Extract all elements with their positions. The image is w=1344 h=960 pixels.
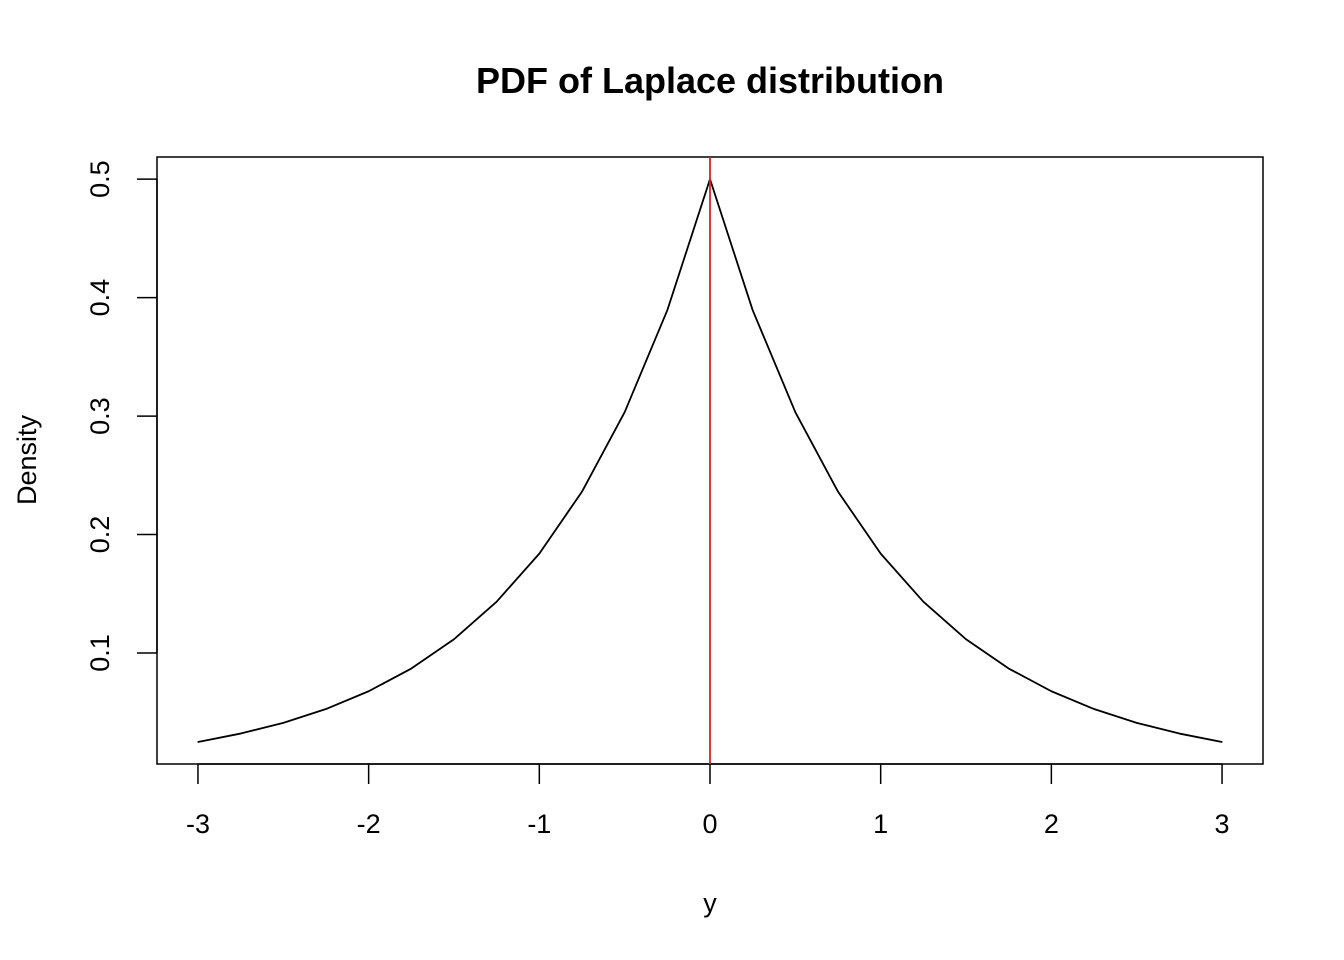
- x-tick-label: 1: [873, 809, 888, 839]
- y-tick-label: 0.1: [85, 634, 115, 672]
- data-point: [624, 411, 626, 413]
- y-axis-label: Density: [12, 414, 42, 505]
- data-point: [752, 309, 754, 311]
- x-tick-label: -2: [357, 809, 381, 839]
- data-point: [581, 491, 583, 493]
- x-tick-label: 3: [1215, 809, 1230, 839]
- data-point: [538, 553, 540, 555]
- x-tick-label: 2: [1044, 809, 1059, 839]
- data-point: [368, 690, 370, 692]
- data-point: [837, 491, 839, 493]
- data-point: [453, 638, 455, 640]
- data-point: [197, 741, 199, 743]
- y-tick-label: 0.4: [85, 279, 115, 317]
- x-axis-label: y: [703, 888, 717, 918]
- y-tick-label: 0.3: [85, 397, 115, 435]
- x-tick-label: -3: [186, 809, 210, 839]
- data-point: [1008, 667, 1010, 670]
- x-tick-label: -1: [527, 809, 551, 839]
- data-point: [325, 708, 327, 710]
- data-point: [666, 309, 668, 311]
- y-axis: 0.1 0.2 0.3 0.4 0.5: [85, 160, 158, 672]
- x-tick-label: 0: [702, 809, 717, 839]
- data-point: [922, 601, 924, 603]
- data-point: [880, 553, 882, 555]
- y-tick-label: 0.2: [85, 516, 115, 554]
- data-point: [282, 722, 284, 724]
- y-tick-label: 0.5: [85, 160, 115, 198]
- data-point: [1178, 732, 1180, 735]
- data-point: [1093, 708, 1095, 710]
- data-point: [965, 638, 967, 640]
- data-point: [1050, 690, 1052, 692]
- data-point: [794, 411, 796, 413]
- data-point: [496, 601, 498, 603]
- data-point: [1221, 741, 1223, 743]
- x-axis: -3 -2 -1 0 1 2 3: [186, 763, 1230, 839]
- chart-title: PDF of Laplace distribution: [476, 60, 944, 101]
- data-point: [240, 732, 242, 735]
- data-point: [410, 667, 412, 670]
- data-point: [1136, 722, 1138, 724]
